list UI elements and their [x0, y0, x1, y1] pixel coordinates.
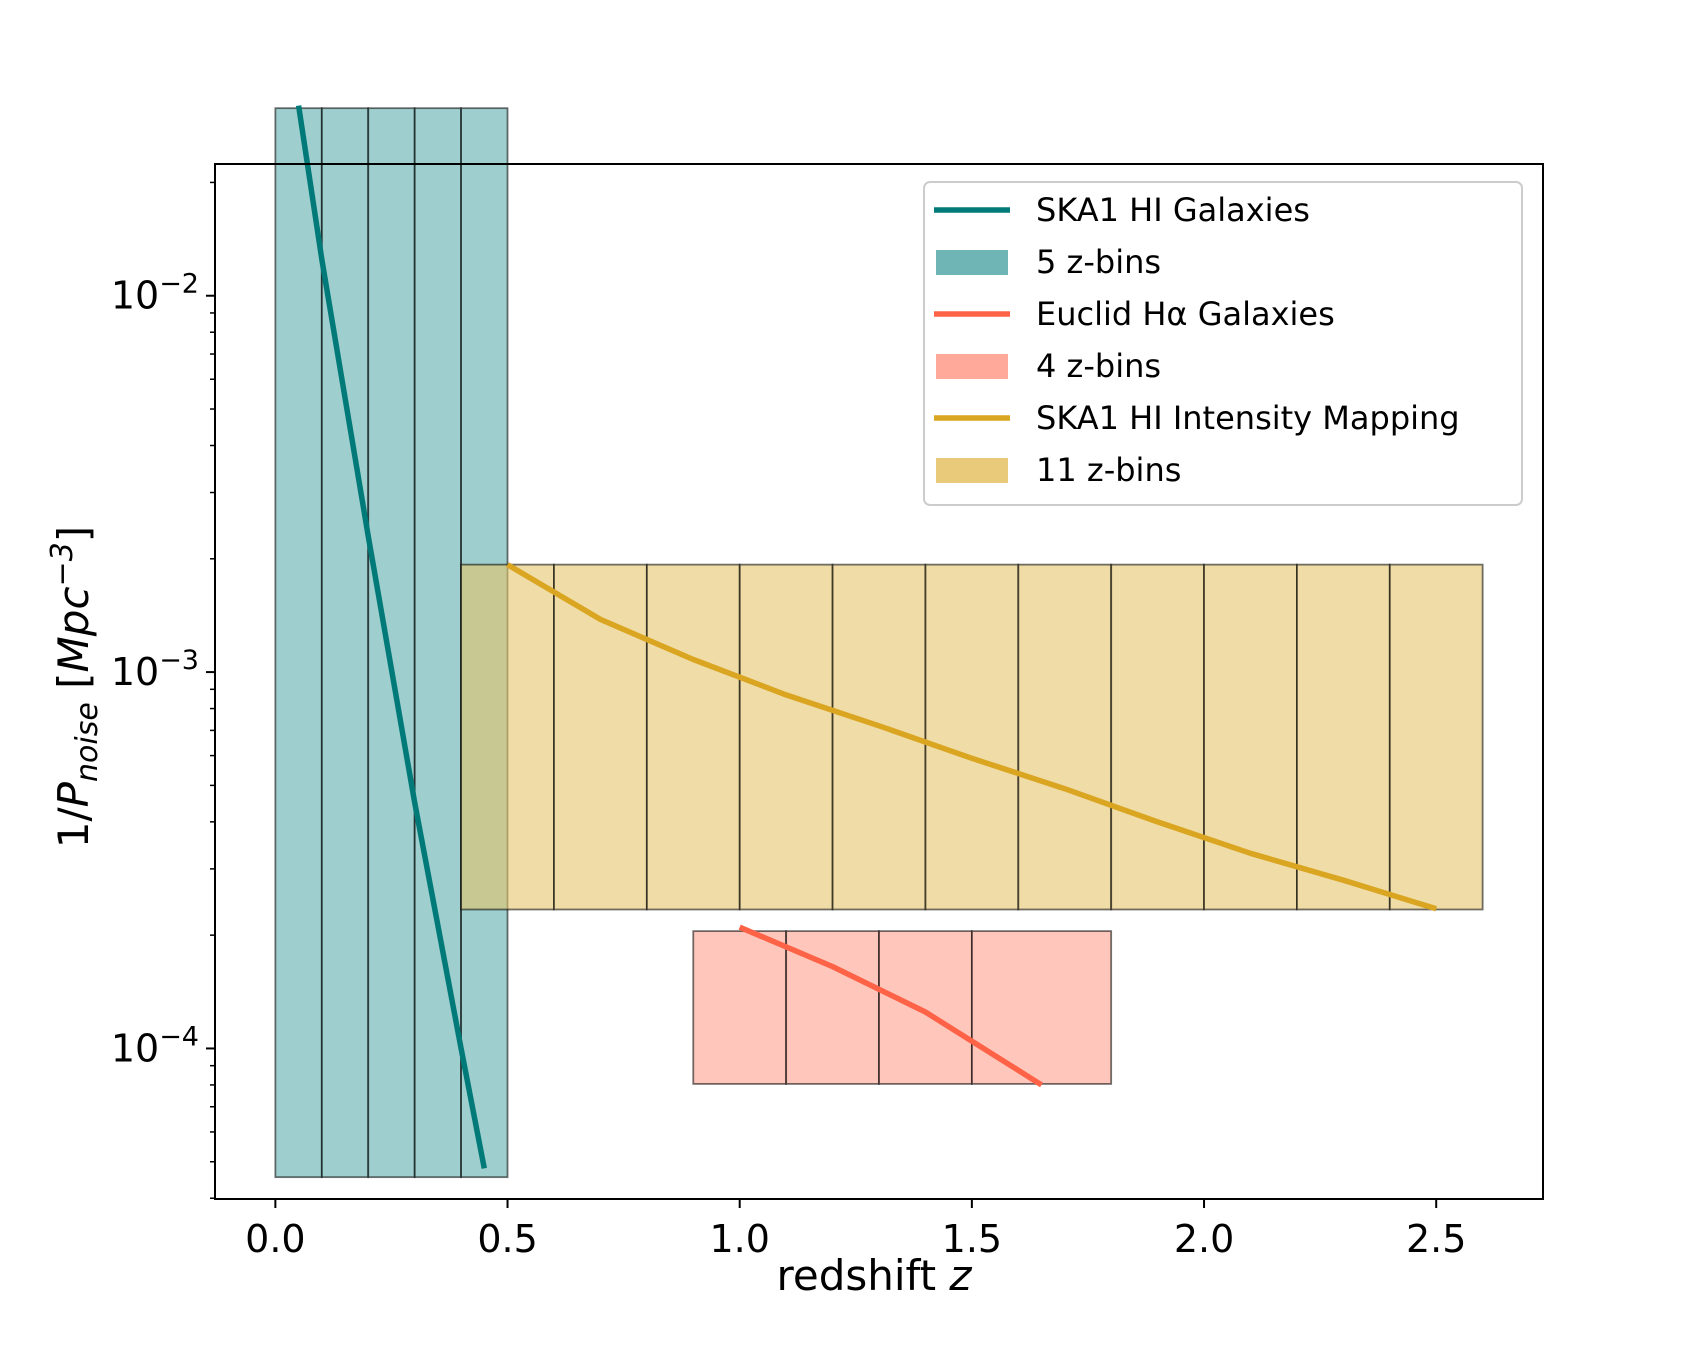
x-tick-label: 2.5	[1406, 1217, 1466, 1261]
z-bin-bar	[274, 107, 323, 1179]
x-tick-label: 1.0	[709, 1217, 769, 1261]
x-tick-label: 0.5	[477, 1217, 537, 1261]
legend-label: Euclid Hα Galaxies	[1036, 295, 1335, 333]
z-bin-bar	[878, 930, 973, 1085]
z-bin-bar	[785, 930, 880, 1085]
y-tick-label: 10−3	[111, 645, 199, 694]
z-bin-bar	[1110, 563, 1205, 911]
y-tick-label: 10−4	[111, 1021, 199, 1070]
y-tick-label: 10−2	[111, 269, 199, 318]
legend-item: Euclid Hα Galaxies	[934, 295, 1335, 333]
legend-item: 5 z-bins	[936, 243, 1161, 281]
legend-label: SKA1 HI Galaxies	[1036, 191, 1310, 229]
legend-item: 4 z-bins	[936, 347, 1161, 385]
z-bin-bar	[692, 930, 788, 1085]
z-bin-bar	[924, 563, 1020, 911]
legend-item: SKA1 HI Galaxies	[934, 191, 1310, 229]
x-tick-label: 1.5	[942, 1217, 1002, 1261]
z-bin-bar	[1296, 563, 1391, 911]
bin-set-3	[460, 563, 1484, 911]
legend-label: SKA1 HI Intensity Mapping	[1036, 399, 1460, 437]
z-bin-bar	[1388, 563, 1484, 911]
z-bin-bar	[320, 107, 370, 1179]
plot-area: 0.0 0.5 1.0 1.5 2.0 2.5 10−2 10−3 10−4 SKA1 HI Ga…	[111, 105, 1544, 1261]
bin-set-2	[692, 930, 1113, 1085]
z-bin-bar	[1203, 563, 1298, 911]
legend-patch-swatch	[936, 250, 1008, 275]
legend-label: 5 z-bins	[1036, 243, 1161, 281]
legend-patch-swatch	[936, 458, 1008, 483]
z-bin-bar	[1017, 563, 1113, 911]
z-bin-bar	[367, 107, 416, 1179]
z-bin-bar	[738, 563, 834, 911]
legend-label: 11 z-bins	[1036, 451, 1181, 489]
legend-box	[923, 181, 1523, 506]
z-bin-bar	[645, 563, 741, 911]
series-line-1	[295, 105, 487, 1169]
z-bin-bar	[970, 930, 1113, 1085]
x-tick-label: 2.0	[1174, 1217, 1234, 1261]
x-axis-title: redshift z	[777, 1251, 973, 1300]
legend-item: 11 z-bins	[936, 451, 1181, 489]
legend-label: 4 z-bins	[1036, 347, 1161, 385]
series-line-3	[506, 562, 1438, 912]
axes-frame	[214, 163, 1544, 1200]
legend: SKA1 HI Galaxies 5 z-bins Euclid Hα Galaxi…	[923, 181, 1523, 506]
y-axis-title: 1/Pnoise [Mpc−3]	[45, 526, 105, 848]
legend-item: SKA1 HI Intensity Mapping	[934, 399, 1460, 437]
legend-patch-swatch	[936, 354, 1008, 379]
x-tick-label: 0.0	[245, 1217, 305, 1261]
series-line-2	[738, 924, 1043, 1088]
z-bin-bar	[460, 563, 555, 911]
